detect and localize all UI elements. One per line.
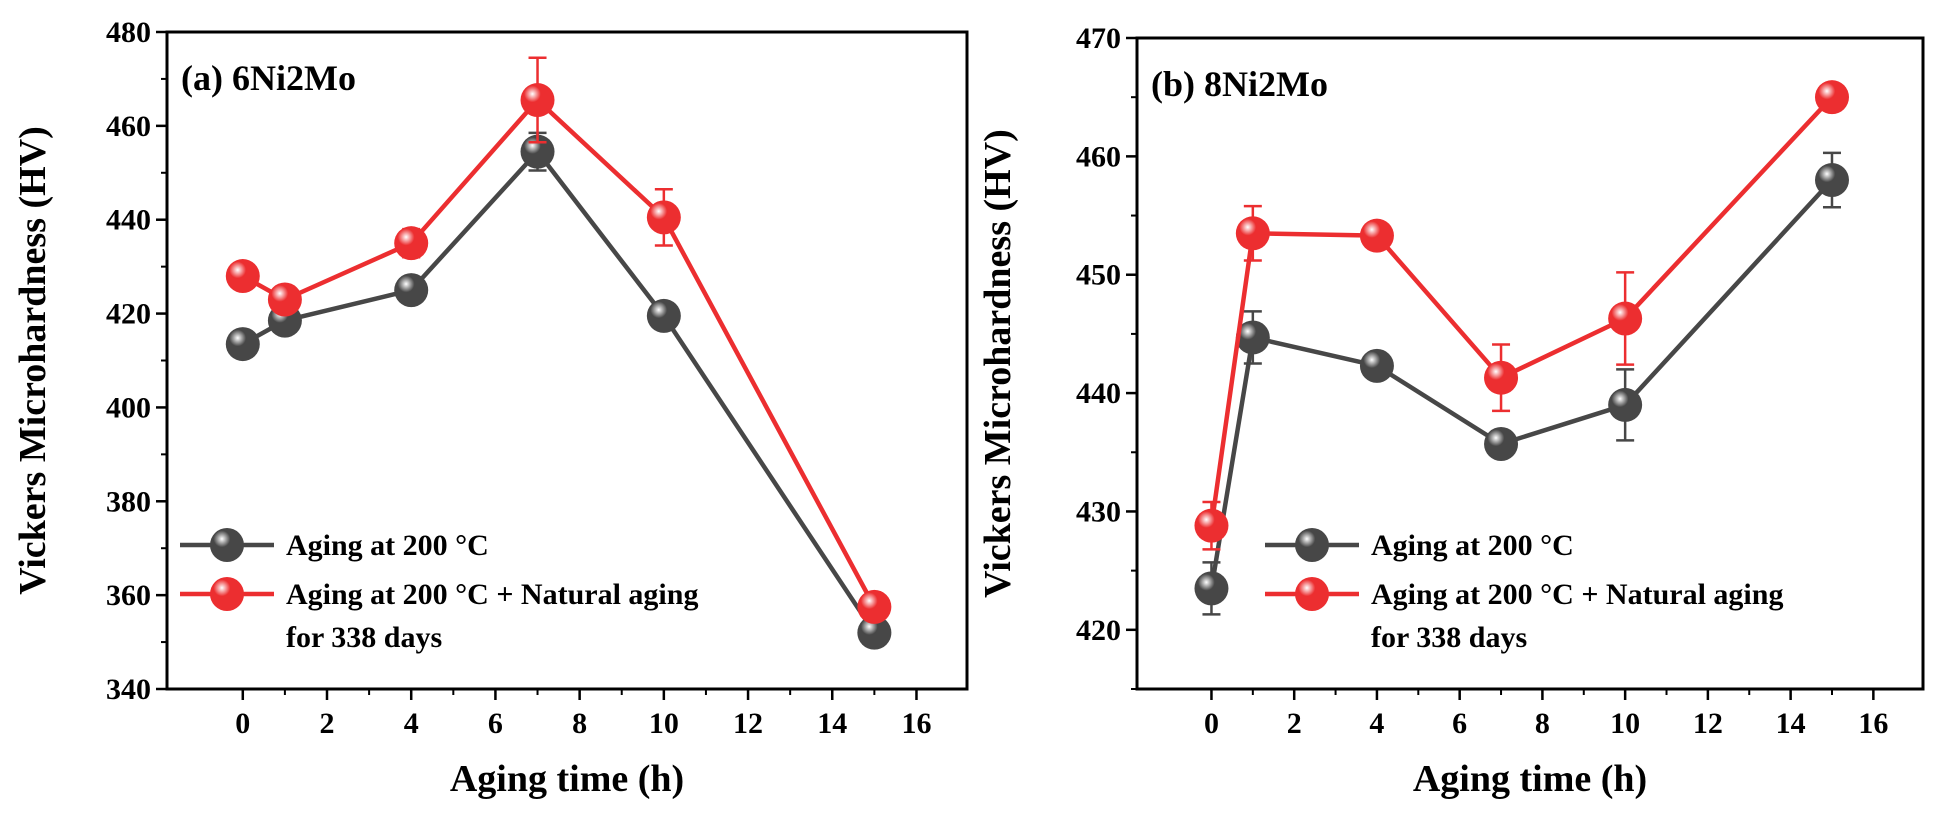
legend-marker — [210, 528, 244, 562]
data-point — [1359, 218, 1394, 253]
series-1 — [225, 131, 892, 650]
x-tick-label: 8 — [572, 707, 587, 740]
x-tick-label: 0 — [235, 707, 250, 740]
y-axis-title: Vickers Microhardness (HV) — [977, 129, 1019, 598]
y-tick-label: 380 — [106, 485, 151, 518]
chart-panel-b: 0 2 4 6 8 10 12 14 16 420 430 440 450 460 470 Aging tim… — [977, 22, 1925, 800]
y-tick-label: 400 — [106, 391, 151, 424]
series-line — [1209, 95, 1834, 526]
data-point — [857, 589, 892, 624]
y-tick-label: 420 — [106, 298, 151, 331]
y-tick-label: 360 — [106, 579, 151, 612]
legend-label: for 338 days — [286, 621, 442, 654]
y-tick-label: 460 — [106, 110, 151, 143]
y-tick-label: 340 — [106, 673, 151, 706]
data-point — [520, 83, 555, 118]
x-tick-label: 12 — [1693, 707, 1723, 740]
y-tick-label: 420 — [1076, 614, 1121, 647]
x-tick-label: 14 — [817, 707, 847, 740]
y-tick-label: 480 — [106, 16, 151, 49]
series-2 — [1194, 80, 1849, 551]
series-1 — [1194, 151, 1849, 616]
x-tick-label: 4 — [1369, 707, 1384, 740]
legend: Aging at 200 °C Aging at 200 °C + Natural… — [180, 528, 698, 654]
data-point — [267, 282, 302, 317]
chart-panel-a: 0 2 4 6 8 10 12 14 16 340 360 380 400 420 440 460 480 Agi… — [12, 16, 969, 800]
data-point — [225, 327, 260, 362]
data-point — [1359, 348, 1394, 383]
data-point — [1235, 320, 1270, 355]
data-point — [1608, 301, 1643, 336]
x-tick-label: 6 — [1452, 707, 1467, 740]
x-axis-title: Aging time (h) — [450, 758, 684, 800]
y-tick-label: 470 — [1076, 22, 1121, 55]
x-tick-label: 2 — [320, 707, 335, 740]
y-axis-title: Vickers Microhardness (HV) — [12, 126, 54, 595]
y-tick-label: 450 — [1076, 259, 1121, 292]
legend-label: Aging at 200 °C — [286, 529, 489, 562]
series-line — [1209, 178, 1834, 589]
data-point — [1814, 163, 1849, 198]
x-tick-label: 10 — [649, 707, 679, 740]
legend-marker — [1295, 577, 1329, 611]
panel-title: (a) 6Ni2Mo — [181, 58, 356, 98]
x-tick-label: 4 — [404, 707, 419, 740]
x-tick-label: 2 — [1287, 707, 1302, 740]
x-tick-label: 0 — [1204, 707, 1219, 740]
x-tick-label: 8 — [1535, 707, 1550, 740]
x-tick-label: 10 — [1610, 707, 1640, 740]
legend: Aging at 200 °C Aging at 200 °C + Natural… — [1265, 528, 1783, 654]
x-tick-label: 14 — [1776, 707, 1806, 740]
legend-label: Aging at 200 °C + Natural aging — [1371, 578, 1783, 611]
y-tick-label: 460 — [1076, 140, 1121, 173]
data-point — [1235, 216, 1270, 251]
x-axis-title: Aging time (h) — [1413, 758, 1647, 800]
y-tick-label: 440 — [106, 204, 151, 237]
x-tick-label: 12 — [733, 707, 763, 740]
data-point — [1484, 360, 1519, 395]
data-point — [225, 259, 260, 294]
series-2 — [225, 56, 892, 624]
legend-marker — [1295, 528, 1329, 562]
data-point — [857, 615, 892, 650]
panel-title: (b) 8Ni2Mo — [1151, 64, 1328, 104]
data-point — [1608, 387, 1643, 422]
data-point — [1814, 80, 1849, 115]
legend-label: for 338 days — [1371, 621, 1527, 654]
legend-label: Aging at 200 °C + Natural aging — [286, 578, 698, 611]
legend-label: Aging at 200 °C — [1371, 529, 1574, 562]
data-point — [1484, 426, 1519, 461]
legend-marker — [210, 577, 244, 611]
data-point — [394, 226, 429, 261]
x-tick-label: 6 — [488, 707, 503, 740]
data-point — [1194, 571, 1229, 606]
x-tick-label: 16 — [1858, 707, 1888, 740]
data-point — [394, 273, 429, 308]
y-tick-label: 440 — [1076, 377, 1121, 410]
y-tick-label: 430 — [1076, 495, 1121, 528]
x-tick-label: 16 — [901, 707, 931, 740]
plot-frame — [1135, 36, 1925, 691]
data-point — [1194, 508, 1229, 543]
data-point — [646, 298, 681, 333]
data-point — [646, 200, 681, 235]
